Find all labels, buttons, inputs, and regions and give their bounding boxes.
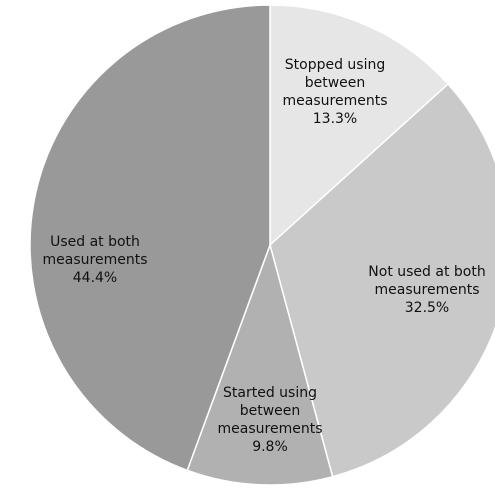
category-label: Not used at both measurements [368, 264, 486, 298]
category-label: Stopped using between measurements [282, 57, 388, 109]
slice-label: Stopped using between measurements 13.3% [270, 56, 400, 128]
pie-slice [29, 4, 271, 472]
category-label: Used at both measurements [42, 234, 148, 268]
pie-slice [269, 82, 495, 478]
category-label: Started using between measurements [217, 385, 323, 437]
value-label: 32.5% [404, 300, 450, 316]
slice-label: Not used at both measurements 32.5% [357, 263, 495, 317]
slice-label: Started using between measurements 9.8% [218, 384, 323, 456]
value-label: 9.8% [252, 439, 288, 455]
slice-label: Used at both measurements 44.4% [30, 233, 160, 287]
value-label: 13.3% [312, 111, 358, 127]
pie-slice [186, 242, 334, 486]
value-label: 44.4% [72, 270, 118, 286]
pie-slice [269, 4, 450, 247]
